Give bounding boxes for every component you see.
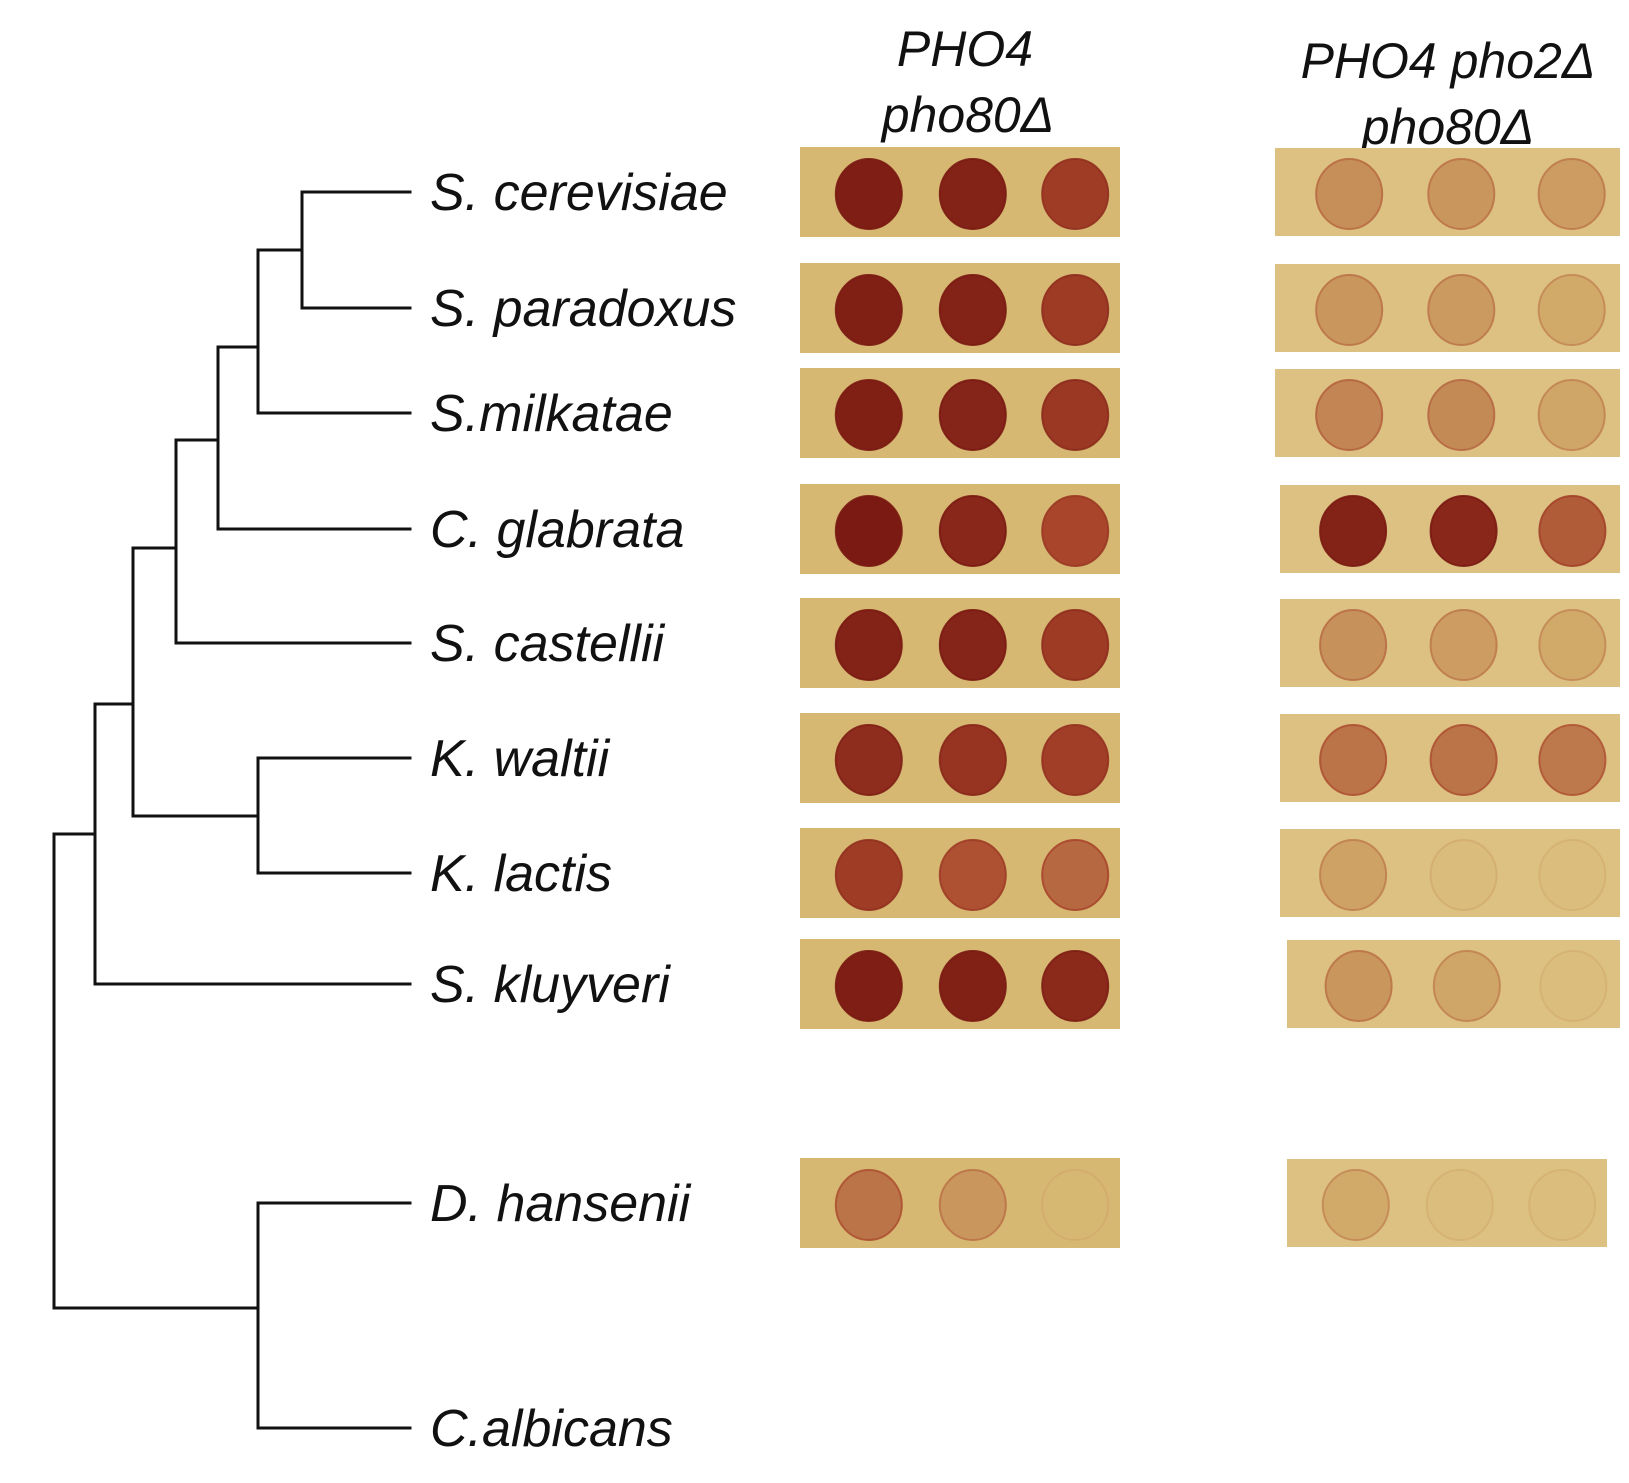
yeast-spot [834, 379, 903, 451]
yeast-spot [1537, 379, 1606, 451]
yeast-spot [1427, 158, 1496, 230]
yeast-spot [834, 158, 903, 230]
plate-pho4-pho2-pho80 [1280, 599, 1620, 687]
yeast-spot [1041, 495, 1110, 567]
column-header-line1: PHO4 [897, 21, 1033, 77]
species-label: C. glabrata [430, 501, 684, 559]
column-header-line2: pho80Δ [1360, 99, 1535, 155]
yeast-spot [1319, 724, 1388, 796]
yeast-spot [1537, 158, 1606, 230]
yeast-spot [938, 495, 1007, 567]
species-label: C.albicans [430, 1400, 673, 1458]
yeast-spot [1538, 609, 1607, 681]
yeast-spot [1429, 495, 1498, 567]
yeast-spot [938, 1169, 1007, 1241]
spot-assay-plates [800, 147, 1620, 1248]
species-label: S. paradoxus [430, 280, 736, 338]
column-header-line1: PHO4 pho2Δ [1301, 33, 1596, 89]
yeast-spot [1538, 724, 1607, 796]
species-label: S. castellii [430, 615, 666, 673]
species-labels: S. cerevisiae S. paradoxus S.milkatae C. gl… [430, 164, 736, 1458]
yeast-spot [938, 724, 1007, 796]
yeast-spot [1427, 379, 1496, 451]
plate-pho4-pho80 [800, 484, 1120, 574]
yeast-spot [1041, 609, 1110, 681]
plate-pho4-pho80 [800, 147, 1120, 237]
plate-pho4-pho2-pho80 [1287, 1159, 1607, 1247]
column-header-line2: pho80Δ [880, 87, 1055, 143]
species-label: S.milkatae [430, 385, 673, 443]
yeast-spot [938, 950, 1007, 1022]
species-label: K. waltii [430, 730, 611, 788]
yeast-spot [1429, 609, 1498, 681]
yeast-spot [1429, 839, 1498, 911]
plate-pho4-pho2-pho80 [1280, 829, 1620, 917]
yeast-spot [1041, 1169, 1110, 1241]
plate-pho4-pho2-pho80 [1280, 714, 1620, 802]
phylogenetic-tree [52, 190, 412, 1430]
column-header-pho4-pho2-pho80: PHO4 pho2Δ pho80Δ [1301, 33, 1596, 155]
yeast-spot [1528, 1169, 1597, 1241]
yeast-spot [938, 609, 1007, 681]
plate-pho4-pho80 [800, 828, 1120, 918]
yeast-spot [1315, 158, 1384, 230]
yeast-spot [834, 1169, 903, 1241]
plate-pho4-pho2-pho80 [1275, 369, 1620, 457]
yeast-spot [1321, 1169, 1390, 1241]
plate-pho4-pho80 [800, 939, 1120, 1029]
yeast-spot [938, 379, 1007, 451]
plate-pho4-pho2-pho80 [1275, 264, 1620, 352]
yeast-spot [938, 158, 1007, 230]
yeast-spot [1041, 158, 1110, 230]
plate-pho4-pho80 [800, 713, 1120, 803]
plate-pho4-pho2-pho80 [1275, 148, 1620, 236]
yeast-spot [1041, 274, 1110, 346]
yeast-spot [1427, 274, 1496, 346]
yeast-spot [1429, 724, 1498, 796]
yeast-spot [834, 724, 903, 796]
yeast-spot [1041, 379, 1110, 451]
yeast-spot [1319, 609, 1388, 681]
yeast-spot [1539, 950, 1608, 1022]
yeast-spot [1324, 950, 1393, 1022]
yeast-spot [938, 839, 1007, 911]
plate-pho4-pho2-pho80 [1287, 940, 1620, 1028]
yeast-spot [834, 839, 903, 911]
plate-pho4-pho80 [800, 368, 1120, 458]
yeast-spot [1425, 1169, 1494, 1241]
plate-pho4-pho2-pho80 [1280, 485, 1620, 573]
yeast-spot [1315, 274, 1384, 346]
yeast-spot [1041, 724, 1110, 796]
species-label: S. kluyveri [430, 956, 671, 1014]
yeast-spot [1537, 274, 1606, 346]
yeast-spot [834, 609, 903, 681]
species-label: K. lactis [430, 845, 612, 903]
yeast-spot [1041, 950, 1110, 1022]
yeast-spot [1538, 495, 1607, 567]
species-label: D. hansenii [430, 1175, 692, 1233]
yeast-spot [938, 274, 1007, 346]
species-label: S. cerevisiae [430, 164, 728, 222]
plate-pho4-pho80 [800, 263, 1120, 353]
yeast-spot [1319, 839, 1388, 911]
yeast-spot [1538, 839, 1607, 911]
yeast-spot [1432, 950, 1501, 1022]
yeast-spot [1315, 379, 1384, 451]
column-header-pho4-pho80: PHO4 pho80Δ [880, 21, 1055, 143]
yeast-spot [834, 274, 903, 346]
plate-pho4-pho80 [800, 598, 1120, 688]
yeast-spot [1041, 839, 1110, 911]
yeast-spot [1319, 495, 1388, 567]
plate-pho4-pho80 [800, 1158, 1120, 1248]
yeast-spot [834, 950, 903, 1022]
yeast-spot [834, 495, 903, 567]
